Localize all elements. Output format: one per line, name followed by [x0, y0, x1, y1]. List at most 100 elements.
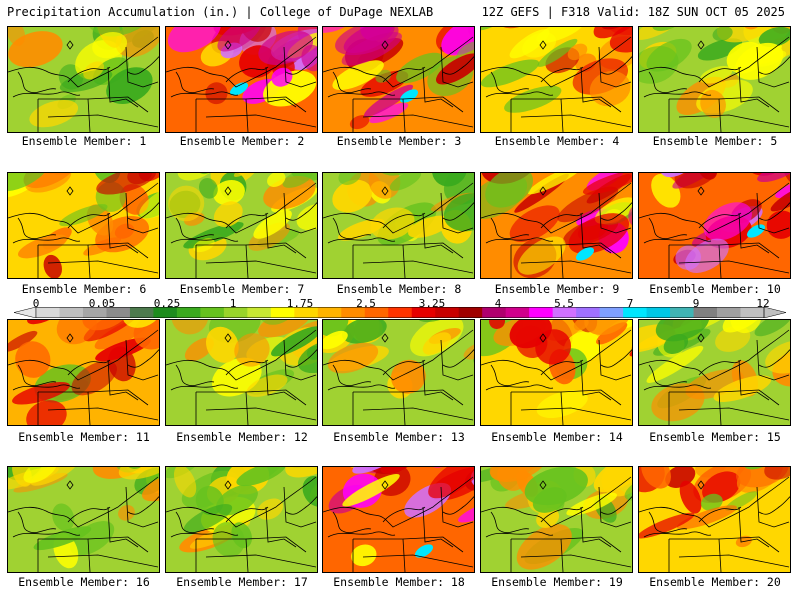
colorbar-swatch — [482, 307, 507, 318]
precip-contour — [443, 173, 474, 205]
precip-contour — [173, 467, 197, 498]
map-boundary — [580, 66, 612, 108]
precipitation-field — [166, 173, 317, 278]
map-boundary — [382, 66, 426, 83]
colorbar-tick-label: 3.25 — [418, 297, 446, 310]
station-marker-icon — [224, 333, 232, 343]
precip-contour — [83, 237, 122, 256]
precip-contour — [341, 320, 387, 344]
map-boundary — [332, 71, 372, 94]
precip-contour — [217, 27, 262, 52]
precip-contour — [375, 69, 392, 83]
map-boundary — [598, 339, 632, 381]
map-boundary — [87, 536, 149, 553]
precip-contour — [95, 27, 157, 37]
precip-contour — [25, 173, 72, 193]
ensemble-map-panel — [7, 172, 160, 279]
station-marker-icon — [539, 186, 547, 196]
precip-contour — [517, 236, 566, 275]
map-boundary — [580, 212, 612, 254]
map-boundary — [718, 389, 780, 406]
precip-contour — [443, 193, 474, 232]
colorbar-swatch — [176, 307, 201, 318]
precip-contour — [8, 173, 51, 192]
map-boundary — [285, 496, 317, 515]
map-boundary — [639, 182, 790, 234]
precip-contour — [722, 320, 769, 333]
colorbar-swatch — [599, 307, 624, 318]
ensemble-member-label: Ensemble Member: 9 — [494, 282, 620, 296]
precip-max-contour — [746, 224, 766, 238]
map-boundary — [540, 66, 584, 83]
map-boundary — [738, 212, 770, 254]
precip-contour — [297, 339, 317, 374]
map-boundary — [8, 476, 159, 528]
map-boundary — [648, 217, 688, 240]
ensemble-member-label: Ensemble Member: 3 — [336, 134, 462, 148]
precip-contour — [651, 173, 681, 208]
station-marker-icon — [539, 480, 547, 490]
ensemble-member-label: Ensemble Member: 1 — [21, 134, 147, 148]
precip-contour — [323, 320, 349, 337]
map-boundary — [127, 349, 159, 368]
precip-contour — [489, 320, 506, 330]
map-boundary — [225, 212, 269, 229]
colorbar-tick-label: 4 — [494, 297, 502, 310]
map-boundary — [265, 506, 297, 548]
colorbar — [14, 307, 786, 318]
map-boundary — [47, 554, 159, 568]
precip-contour — [679, 480, 702, 514]
map-boundary — [283, 46, 317, 88]
precip-contour — [257, 498, 284, 520]
map-boundary — [323, 476, 474, 528]
map-boundary — [490, 511, 530, 534]
map-boundary — [639, 329, 790, 381]
precip-contour — [567, 43, 588, 61]
map-boundary — [265, 212, 297, 254]
precip-contour — [198, 177, 218, 199]
precip-contour — [489, 467, 547, 482]
colorbar-swatch — [388, 307, 413, 318]
precip-max-contour — [229, 82, 249, 96]
map-boundary — [580, 359, 612, 401]
colorbar-swatch — [623, 307, 647, 318]
precip-contour — [206, 326, 239, 363]
colorbar-tick-label: 0 — [32, 297, 40, 310]
map-boundary — [265, 359, 297, 401]
ensemble-member-label: Ensemble Member: 20 — [649, 575, 781, 589]
colorbar-swatch — [270, 307, 295, 318]
station-marker-icon — [381, 40, 389, 50]
ensemble-member-label: Ensemble Member: 15 — [649, 430, 781, 444]
precip-contour — [338, 173, 362, 185]
precip-contour — [758, 27, 790, 48]
colorbar-swatch — [646, 307, 671, 318]
precip-contour — [213, 201, 243, 228]
precip-contour — [234, 333, 270, 367]
precip-contour — [83, 61, 105, 80]
map-boundary — [490, 217, 530, 240]
ensemble-member-label: Ensemble Member: 14 — [491, 430, 623, 444]
ensemble-member-label: Ensemble Member: 5 — [652, 134, 778, 148]
ensemble-member-label: Ensemble Member: 4 — [494, 134, 620, 148]
map-boundary — [756, 339, 790, 381]
colorbar-swatch — [411, 307, 436, 318]
precipitation-field — [323, 467, 474, 572]
colorbar-swatch — [129, 307, 154, 318]
map-boundary — [485, 384, 554, 391]
map-boundary — [490, 364, 530, 387]
map-boundary — [87, 96, 149, 113]
precip-contour — [566, 492, 618, 516]
precip-contour — [457, 498, 474, 523]
map-boundary — [107, 212, 139, 254]
precip-contour — [516, 524, 572, 570]
station-marker-icon — [697, 480, 705, 490]
ensemble-map-panel — [322, 172, 475, 279]
map-boundary — [678, 554, 790, 568]
precip-contour — [764, 467, 790, 480]
precip-contour — [70, 521, 115, 556]
map-boundary — [175, 217, 215, 240]
precip-contour — [652, 27, 681, 31]
map-boundary — [170, 384, 239, 391]
map-boundary — [175, 364, 215, 387]
precip-contour — [253, 209, 292, 239]
